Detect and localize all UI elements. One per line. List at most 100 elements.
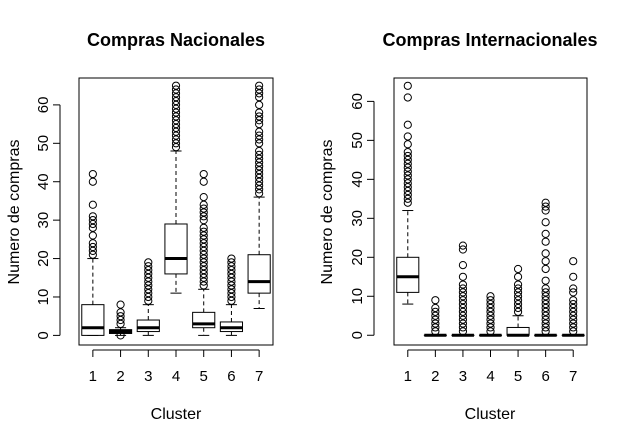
iqr-box xyxy=(136,319,160,333)
box-cluster-1 xyxy=(81,169,105,336)
outlier-point xyxy=(403,171,412,180)
outlier-point xyxy=(171,81,181,90)
box-cluster-6 xyxy=(534,198,558,337)
outlier-point xyxy=(88,231,97,240)
iqr-box xyxy=(192,311,216,329)
y-tick-label: 40 xyxy=(35,173,52,190)
x-tick-label: 5 xyxy=(200,368,208,385)
outlier-point xyxy=(486,327,495,336)
x-tick-label: 7 xyxy=(255,368,263,385)
plot-frame xyxy=(78,77,274,346)
outlier-point xyxy=(255,150,264,159)
outlier-point xyxy=(569,327,578,336)
outlier-point xyxy=(255,81,264,90)
outlier-point xyxy=(403,93,412,102)
x-tick-label: 4 xyxy=(172,368,180,385)
outlier-point xyxy=(513,280,523,289)
outlier-point xyxy=(541,202,550,211)
outlier-point xyxy=(541,206,550,215)
box-cluster-2 xyxy=(108,300,133,340)
outlier-point xyxy=(569,311,578,320)
outlier-point xyxy=(486,299,495,309)
outlier-point xyxy=(88,177,97,186)
y-tick-label: 20 xyxy=(349,249,366,266)
outlier-point xyxy=(403,159,412,168)
outlier-point xyxy=(541,229,550,239)
outlier-point xyxy=(541,218,550,227)
outlier-point xyxy=(431,296,440,305)
box-cluster-4 xyxy=(164,81,188,294)
outlier-point xyxy=(513,307,523,316)
outlier-point xyxy=(227,258,236,267)
outlier-point xyxy=(458,311,468,320)
outlier-point xyxy=(541,311,550,320)
panel-nacionales: Compras Nacionales Cluster Numero de com… xyxy=(6,30,274,423)
outlier-point xyxy=(431,303,440,313)
x-tick-label: 6 xyxy=(227,368,235,385)
outlier-point xyxy=(569,323,578,332)
outlier-point xyxy=(403,155,412,164)
x-axis-label: Cluster xyxy=(465,406,516,423)
outlier-point xyxy=(431,311,440,320)
outlier-point xyxy=(255,131,264,140)
outlier-point xyxy=(486,311,495,320)
iqr-box xyxy=(164,223,188,275)
outlier-point xyxy=(88,200,97,209)
outlier-point xyxy=(541,299,550,309)
x-tick-label: 1 xyxy=(404,368,412,385)
outlier-point xyxy=(458,296,468,305)
outlier-point xyxy=(541,319,550,328)
chart-title: Compras Internacionales xyxy=(382,30,597,50)
outlier-point xyxy=(458,280,468,289)
outlier-point xyxy=(403,186,412,196)
outlier-point xyxy=(486,292,495,301)
outlier-point xyxy=(431,315,440,324)
outlier-point xyxy=(541,288,550,297)
outlier-point xyxy=(403,163,412,172)
outlier-point xyxy=(458,307,468,316)
outlier-point xyxy=(403,151,412,161)
outlier-point xyxy=(458,292,468,301)
outlier-point xyxy=(486,323,495,332)
y-tick-label: 10 xyxy=(349,288,366,305)
outlier-point xyxy=(513,299,523,309)
outlier-point xyxy=(458,319,468,328)
box-cluster-5 xyxy=(192,169,216,336)
x-tick-label: 7 xyxy=(569,368,577,385)
box-cluster-5 xyxy=(506,264,530,337)
outlier-point xyxy=(569,319,578,328)
outlier-point xyxy=(116,300,125,309)
outlier-point xyxy=(144,262,153,271)
y-axis-label: Numero de compras xyxy=(319,140,336,285)
outlier-point xyxy=(116,331,125,340)
outlier-point xyxy=(513,288,523,297)
outlier-point xyxy=(458,299,468,309)
outlier-point xyxy=(227,254,236,263)
outlier-point xyxy=(541,257,550,266)
outlier-point xyxy=(513,272,523,281)
x-axis: 1 2 3 4 5 6 7 xyxy=(404,349,577,385)
x-axis: 1 2 3 4 5 6 7 xyxy=(89,349,263,385)
outlier-point xyxy=(486,315,495,324)
outlier-point xyxy=(88,212,97,221)
outlier-point xyxy=(458,288,468,297)
iqr-box xyxy=(247,254,271,294)
outlier-point xyxy=(458,315,468,324)
outlier-point xyxy=(458,260,468,270)
outlier-point xyxy=(255,112,264,121)
outlier-point xyxy=(569,315,578,324)
y-tick-label: 60 xyxy=(349,93,366,110)
outlier-point xyxy=(403,140,412,149)
outlier-point xyxy=(403,190,412,200)
outlier-point xyxy=(541,276,550,285)
y-tick-label: 30 xyxy=(35,212,52,229)
x-tick-label: 1 xyxy=(89,368,97,385)
outlier-point xyxy=(569,303,578,313)
outlier-point xyxy=(513,292,523,301)
outlier-point xyxy=(116,312,125,321)
x-tick-label: 3 xyxy=(459,368,467,385)
outlier-point xyxy=(403,120,412,129)
outlier-point xyxy=(144,258,153,267)
panel-internacionales: Compras Internacionales Cluster Numero d… xyxy=(319,30,598,423)
outlier-point xyxy=(199,177,208,186)
